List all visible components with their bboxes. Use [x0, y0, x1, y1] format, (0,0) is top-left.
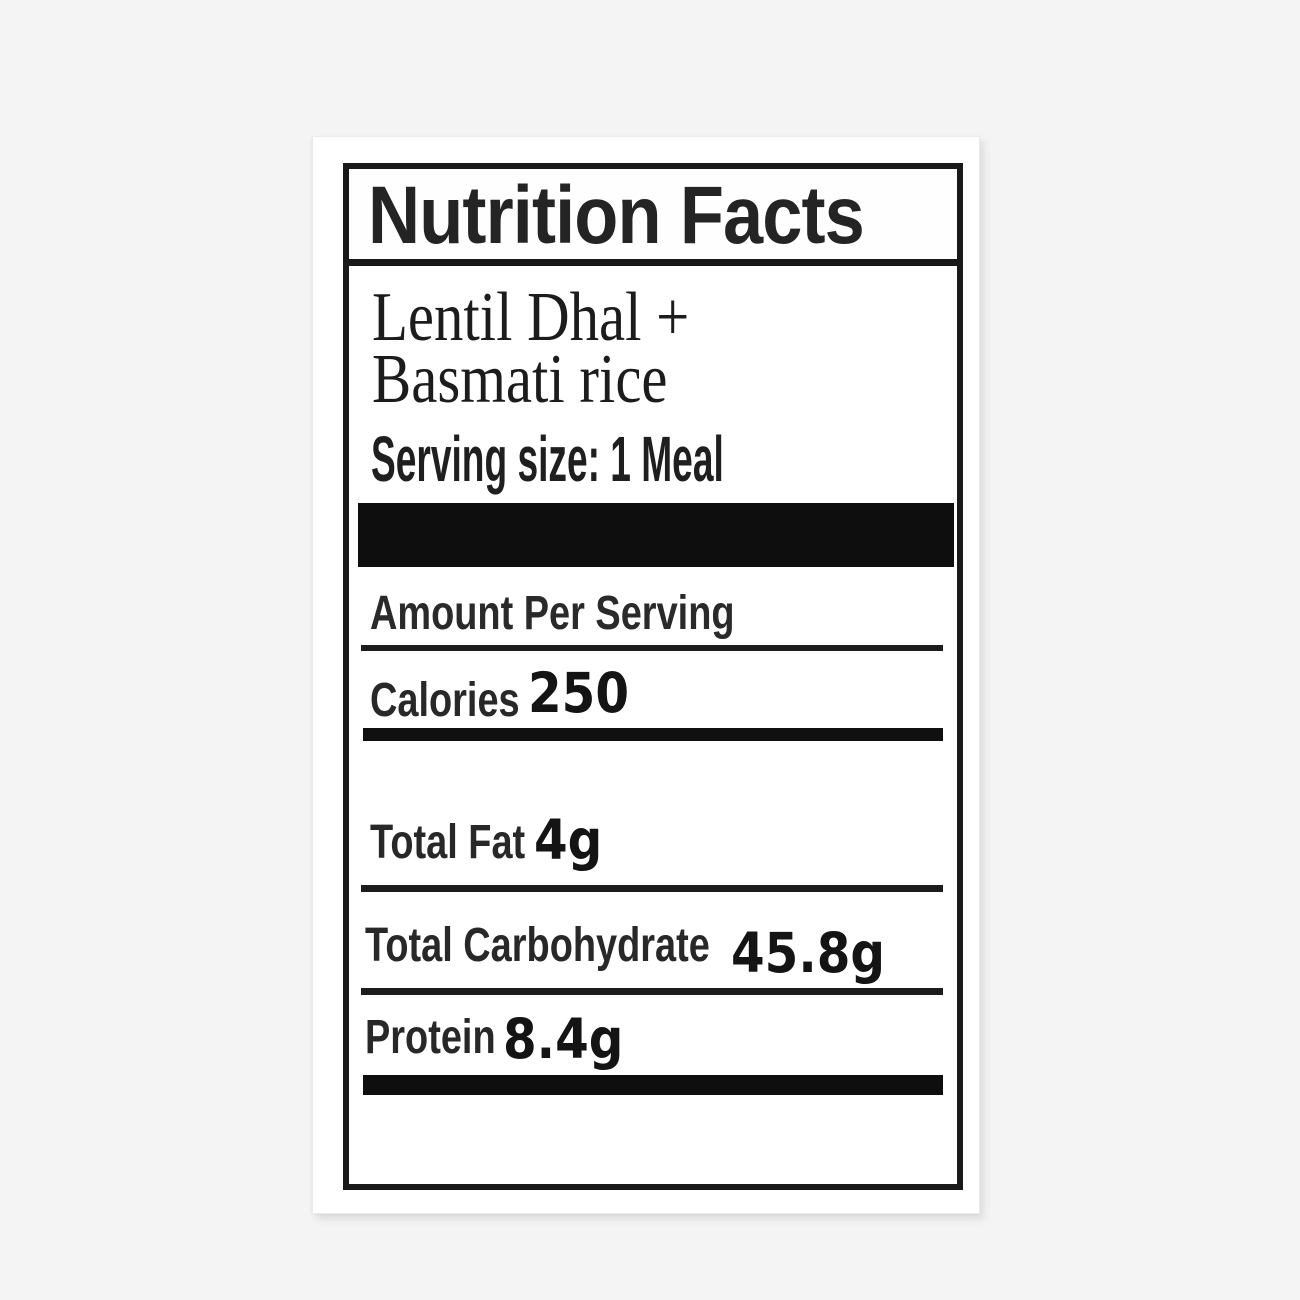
- title-box: Nutrition Facts: [349, 169, 957, 266]
- nutrition-label-panel: Nutrition Facts Lentil Dhal + Basmati ri…: [343, 163, 963, 1190]
- protein-value: 8.4g: [503, 1007, 624, 1071]
- product-name-line1: Lentil Dhal +: [372, 279, 690, 356]
- product-name-line2: Basmati rice: [372, 341, 668, 418]
- nutrition-label-card: Nutrition Facts Lentil Dhal + Basmati ri…: [312, 136, 980, 1214]
- servings-redacted-bar: [358, 503, 954, 567]
- serving-size-text: Serving size: 1 Meal: [371, 423, 724, 495]
- divider-thick-calories: [363, 728, 943, 741]
- calories-label: Calories: [370, 674, 520, 727]
- divider-thin-3: [361, 988, 943, 995]
- bottom-thick-bar: [363, 1075, 943, 1095]
- nutrition-facts-title: Nutrition Facts: [368, 170, 865, 261]
- calories-value: 250: [528, 661, 630, 725]
- total-fat-value: 4g: [534, 808, 603, 872]
- total-fat-label: Total Fat: [370, 816, 526, 869]
- total-carbohydrate-value: 45.8g: [731, 921, 886, 985]
- divider-thin-2: [361, 885, 943, 892]
- amount-per-serving-heading: Amount Per Serving: [370, 587, 735, 640]
- total-carbohydrate-label: Total Carbohydrate: [365, 919, 710, 972]
- divider-thin-1: [361, 645, 943, 651]
- protein-label: Protein: [365, 1011, 496, 1064]
